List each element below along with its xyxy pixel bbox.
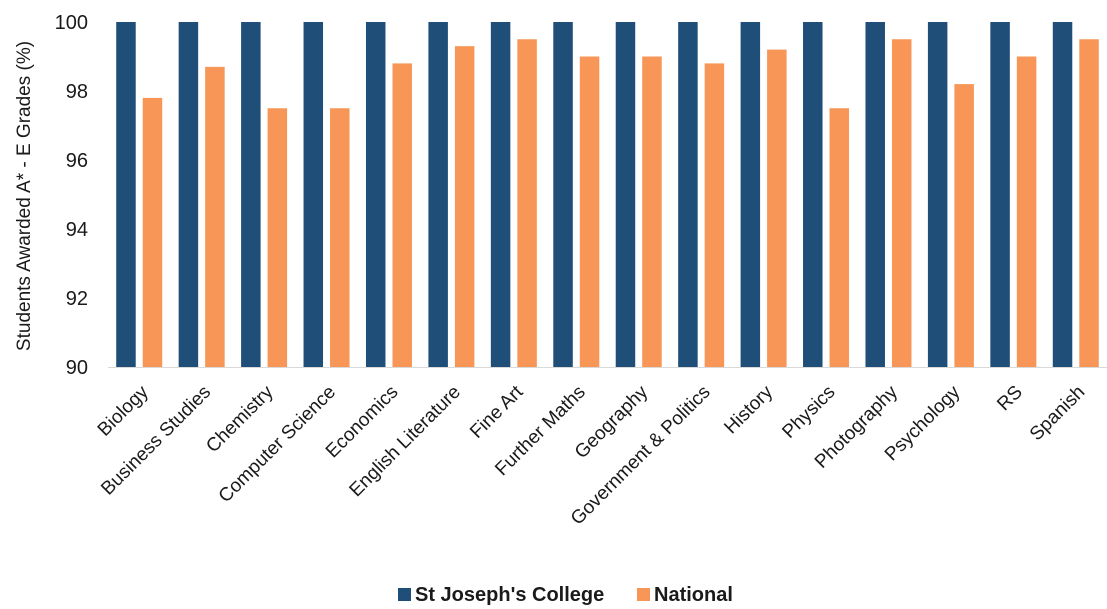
y-tick-label: 90 <box>66 357 88 379</box>
bar-national <box>392 63 412 368</box>
y-axis-ticks: 90 92 94 96 98 100 <box>55 12 88 379</box>
legend-label-st-josephs: St Joseph's College <box>415 584 604 606</box>
y-tick-label: 96 <box>66 150 88 172</box>
bar-st-josephs <box>116 22 136 367</box>
bar-st-josephs <box>990 22 1010 367</box>
x-category-label: Biology <box>94 381 153 440</box>
y-axis-title: Students Awarded A* - E Grades (%) <box>14 41 35 351</box>
x-category-label: History <box>720 381 777 438</box>
y-tick-label: 94 <box>66 219 88 241</box>
bar-national <box>579 56 600 367</box>
bar-st-josephs <box>615 22 636 367</box>
bar-national <box>454 46 475 368</box>
bar-st-josephs <box>428 22 448 367</box>
bar-st-josephs <box>803 22 823 367</box>
y-tick-label: 92 <box>66 288 88 310</box>
bar-st-josephs <box>178 22 199 367</box>
x-category-label: RS <box>993 382 1027 416</box>
legend: St Joseph's College National <box>398 584 733 606</box>
bar-st-josephs <box>303 22 324 367</box>
y-tick-label: 98 <box>66 81 88 103</box>
bar-national <box>767 49 787 367</box>
legend-label-national: National <box>654 584 733 606</box>
bar-national <box>1016 56 1037 367</box>
bar-national <box>891 39 912 367</box>
x-category-label: Computer Science <box>215 382 340 507</box>
bar-st-josephs <box>365 22 386 367</box>
x-category-label: Spanish <box>1026 382 1089 445</box>
legend-swatch-st-josephs <box>398 588 411 601</box>
y-axis-title-group: Students Awarded A* - E Grades (%) <box>14 41 35 351</box>
bar-st-josephs <box>927 22 948 367</box>
bar-national <box>205 66 225 367</box>
x-category-label: Business Studies <box>97 382 215 500</box>
bar-national <box>954 84 974 367</box>
bar-st-josephs <box>678 22 698 367</box>
bars <box>116 22 1099 368</box>
bar-national <box>704 63 725 368</box>
bar-st-josephs <box>490 22 511 367</box>
legend-swatch-national <box>637 588 650 601</box>
bar-national <box>1079 39 1099 367</box>
bar-st-josephs <box>865 22 885 367</box>
x-category-label: English Literature <box>346 382 465 501</box>
x-category-label: Physics <box>778 382 839 443</box>
bar-national <box>517 39 537 367</box>
bar-national <box>829 108 850 367</box>
bar-national <box>142 97 163 368</box>
bar-national <box>267 108 288 367</box>
bar-st-josephs <box>241 22 261 367</box>
bar-national <box>330 108 350 367</box>
bar-st-josephs <box>553 22 573 367</box>
bar-st-josephs <box>1052 22 1073 367</box>
bar-st-josephs <box>740 22 761 367</box>
x-category-label: Fine Art <box>466 381 528 443</box>
bar-national <box>642 56 662 367</box>
y-tick-label: 100 <box>55 12 88 34</box>
